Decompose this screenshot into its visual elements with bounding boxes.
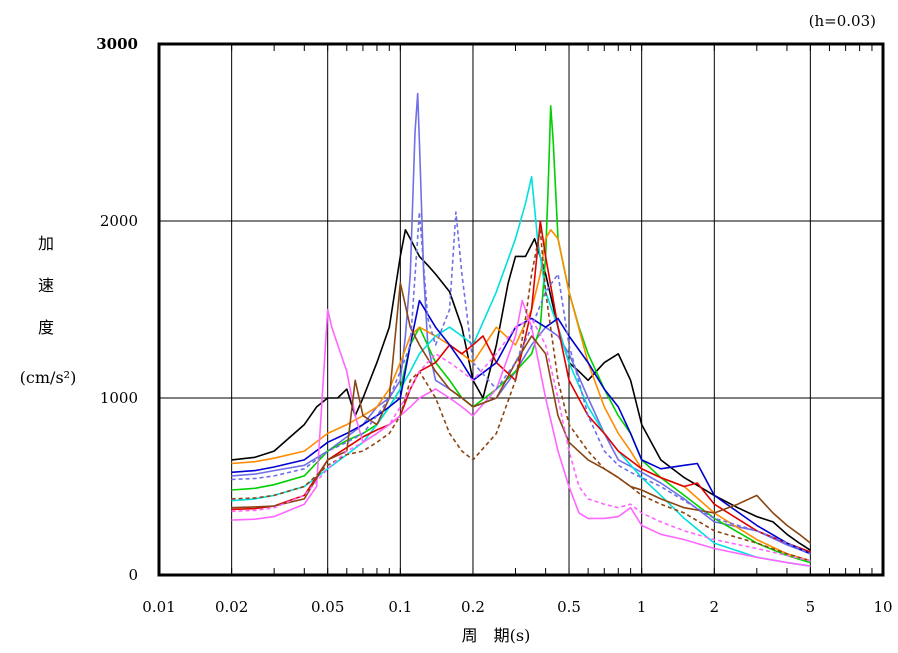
annotation-damping: (h=0.03) [809,12,876,30]
x-tick-label-4: 0.2 [461,598,485,616]
plot-frame [157,42,885,577]
series-line-7 [231,299,811,555]
ylabel-unit: (cm/s²) [20,368,77,387]
series-line-8 [231,299,811,567]
series-line-1 [231,229,811,551]
series-line-4 [231,229,811,562]
x-tick-label-6: 1 [637,598,647,616]
x-tick-label-2: 0.05 [311,598,344,616]
x-tick-label-3: 0.1 [388,598,412,616]
ylabel-char-1: 加 [38,234,54,253]
x-tick-label-5: 0.5 [557,598,581,616]
y-tick-label-3: 3000 [96,35,138,53]
y-tick-label-1: 1000 [100,389,138,407]
x-tick-label-8: 5 [806,598,816,616]
series-line-9 [231,282,811,544]
x-tick-label-0: 0.01 [142,598,175,616]
ylabel-char-3: 度 [38,318,54,337]
grid-lines [159,44,883,575]
series-line-5 [231,176,811,567]
x-tick-label-9: 10 [873,598,892,616]
ylabel-char-2: 速 [38,276,54,295]
series-line-11 [231,211,811,555]
y-tick-label-2: 2000 [100,212,138,230]
series-line-10 [231,229,811,562]
x-tick-label-1: 0.02 [215,598,248,616]
y-tick-label-0: 0 [128,566,138,584]
x-axis-ticks: 0.01 0.02 0.05 0.1 0.2 0.5 1 2 5 10 [142,44,893,616]
y-axis-ticks: 0 1000 2000 3000 [96,35,138,584]
x-axis-label: 周 期(s) [462,626,531,645]
series-group [231,92,811,567]
x-tick-label-7: 2 [710,598,720,616]
